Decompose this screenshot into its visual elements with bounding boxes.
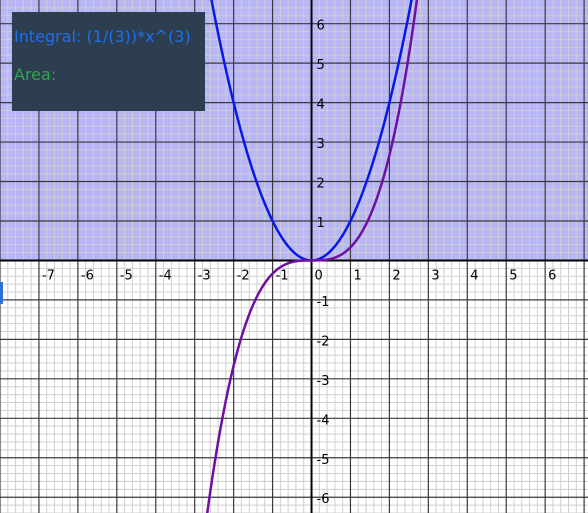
x-tick-label: 2 <box>392 268 400 283</box>
left-edge-marker <box>0 282 3 304</box>
y-tick-label: 1 <box>317 216 325 231</box>
x-tick-label: 3 <box>431 268 439 283</box>
y-tick-label: -3 <box>317 374 330 389</box>
area-label: Area: <box>14 65 56 84</box>
x-tick-label: -2 <box>237 268 250 283</box>
y-tick-label: -4 <box>317 413 330 428</box>
x-tick-label: -3 <box>198 268 211 283</box>
y-tick-label: 3 <box>317 137 325 152</box>
function-info-panel: Integral: (1/(3))*x^(3) Area: <box>12 12 205 111</box>
x-tick-label: -6 <box>81 268 94 283</box>
x-tick-label: 6 <box>548 268 556 283</box>
y-tick-label: -5 <box>317 453 330 468</box>
integral-expression-label: Integral: (1/(3))*x^(3) <box>14 27 191 46</box>
y-tick-label: 2 <box>317 177 325 192</box>
y-tick-label: 5 <box>317 58 325 73</box>
x-tick-label: 4 <box>470 268 478 283</box>
y-tick-label: -6 <box>317 492 330 507</box>
x-tick-label: -5 <box>120 268 133 283</box>
x-tick-label: 1 <box>353 268 361 283</box>
x-tick-label: 0 <box>315 268 323 283</box>
x-tick-label: 5 <box>509 268 517 283</box>
y-tick-label: 6 <box>317 19 325 34</box>
x-tick-label: -4 <box>159 268 172 283</box>
x-tick-label: -7 <box>42 268 55 283</box>
x-tick-label: -1 <box>276 268 289 283</box>
y-tick-label: 4 <box>317 98 325 113</box>
y-tick-label: -1 <box>317 295 330 310</box>
y-tick-label: -2 <box>317 334 330 349</box>
